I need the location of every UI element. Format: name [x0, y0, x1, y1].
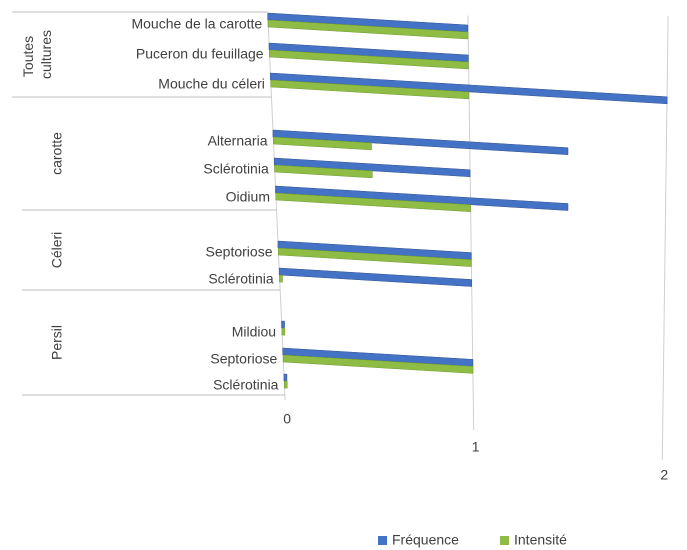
group-label: Persil — [49, 325, 65, 360]
bar — [274, 164, 373, 179]
category-label: Septoriose — [206, 244, 273, 260]
bar — [273, 157, 471, 178]
group-label: Céleri — [49, 232, 65, 269]
category-label: Mouche de la carotte — [131, 16, 262, 32]
bar — [283, 373, 288, 382]
bar — [281, 320, 285, 329]
category-label: Sclérotinia — [203, 161, 269, 177]
category-label: Oidium — [226, 189, 270, 205]
category-label: Mildiou — [232, 324, 276, 340]
bar — [269, 49, 469, 70]
category-label: Puceron du feuillage — [136, 46, 264, 62]
bar — [283, 380, 288, 389]
bar — [267, 19, 469, 40]
bar — [282, 354, 474, 374]
x-tick-label: 2 — [660, 467, 668, 483]
legend-swatch — [378, 536, 387, 545]
x-tick-label: 0 — [283, 411, 291, 427]
bar — [275, 185, 569, 211]
legend-label: Fréquence — [392, 532, 459, 548]
x-tick-label: 1 — [472, 439, 480, 455]
group-label: carotte — [49, 132, 65, 175]
grid-line — [661, 16, 669, 461]
bar — [270, 72, 668, 105]
bar — [275, 192, 471, 212]
bar — [270, 79, 470, 100]
category-label: Septoriose — [210, 351, 277, 367]
bar — [272, 129, 569, 155]
category-label: Alternaria — [208, 133, 268, 149]
group-label: Toutes cultures — [20, 30, 54, 79]
bar — [278, 267, 472, 287]
category-label: Mouche du céleri — [158, 76, 265, 92]
legend-swatch — [500, 536, 509, 545]
category-label: Sclérotinia — [208, 271, 274, 287]
category-label: Sclérotinia — [213, 377, 279, 393]
legend-label: Intensité — [514, 532, 567, 548]
bar — [278, 247, 472, 267]
bar — [279, 274, 283, 283]
bar — [281, 327, 286, 336]
bar — [273, 136, 372, 151]
